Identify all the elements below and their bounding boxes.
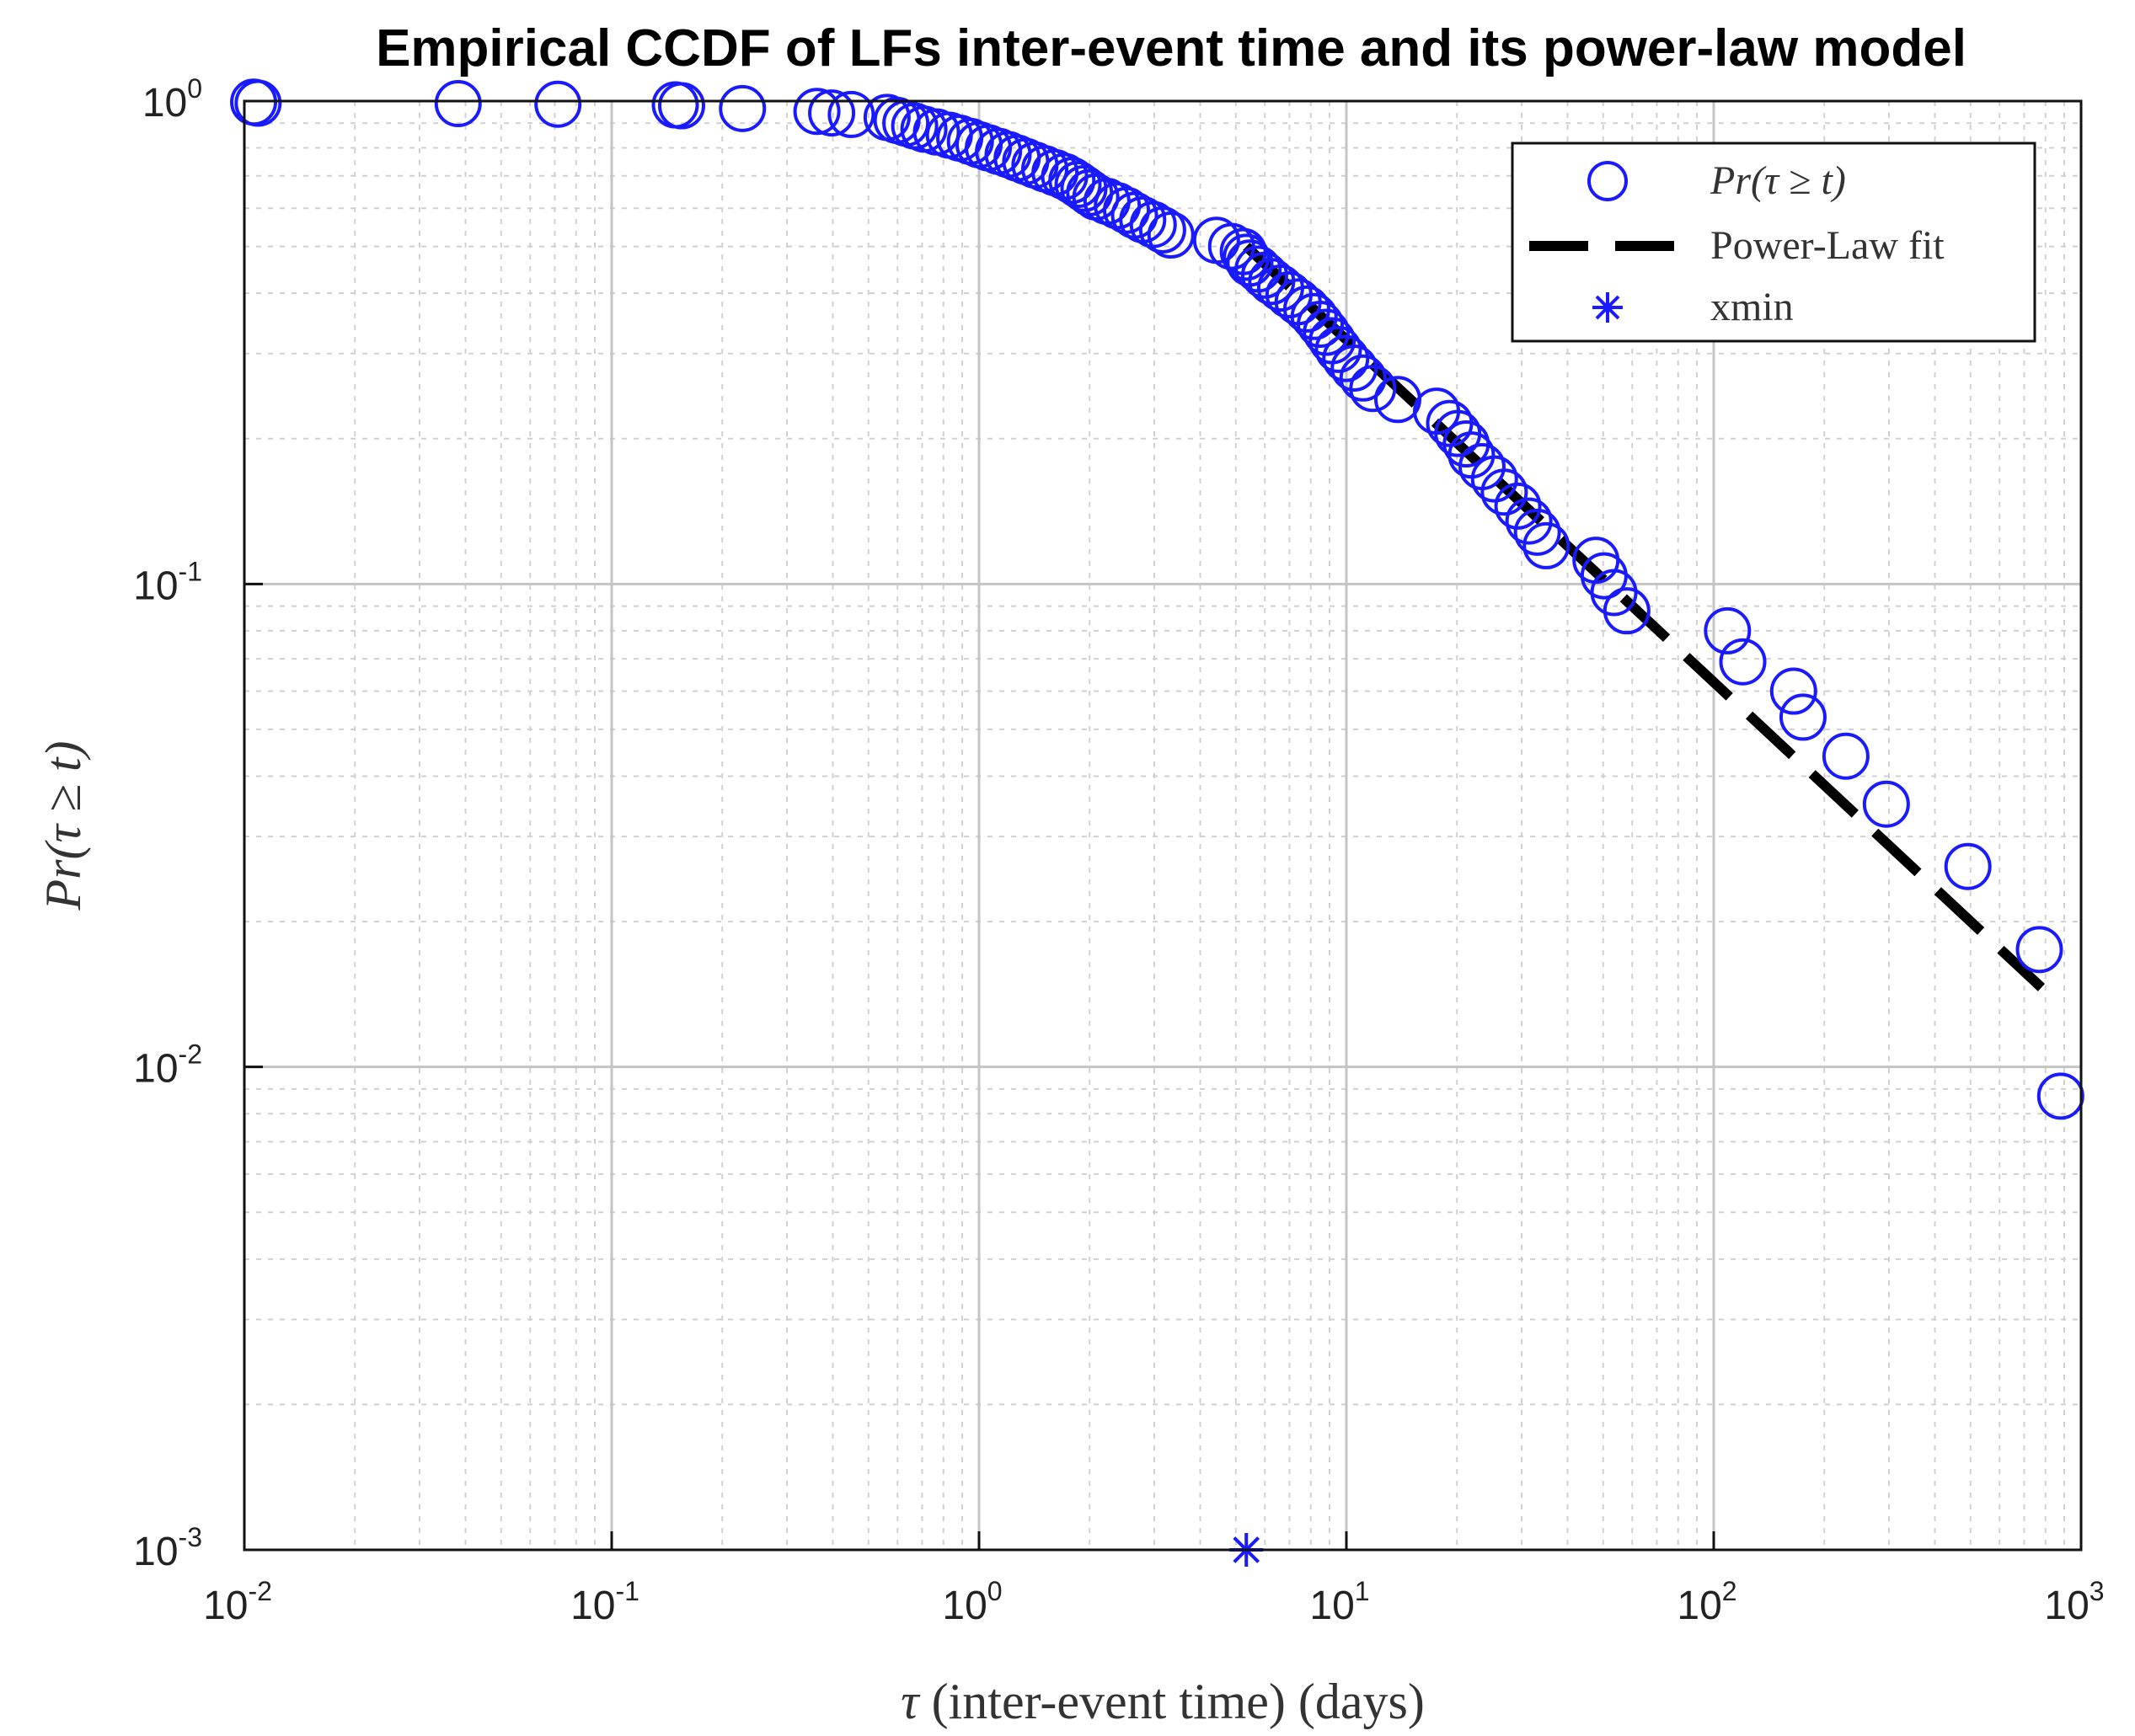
ccdf-point	[1138, 206, 1186, 254]
ccdf-point	[657, 82, 705, 130]
ccdf-point	[1339, 354, 1387, 402]
x-tick-label: 10-2	[203, 1576, 272, 1628]
ccdf-point	[1290, 292, 1338, 340]
ccdf-point	[1822, 732, 1870, 780]
y-tick-label: 100	[142, 73, 202, 126]
ccdf-point	[808, 89, 856, 137]
ccdf-point	[827, 90, 875, 138]
ccdf-point	[1314, 325, 1362, 373]
x-tick-label: 10-1	[570, 1576, 639, 1628]
data-marks	[230, 78, 2084, 1567]
ccdf-point	[434, 80, 482, 128]
legend-label-xmin: xmin	[1710, 285, 1794, 329]
ccdf-point	[1779, 693, 1827, 741]
ccdf-point	[2015, 926, 2063, 974]
ccdf-point	[234, 79, 282, 127]
minor-grid	[244, 101, 2081, 1550]
legend-circle-marker	[1587, 161, 1628, 201]
ccdf-point	[1862, 780, 1910, 828]
y-tick-label: 10-3	[133, 1522, 202, 1574]
x-axis-ticks: 10-2 10-1 100 101 102 103	[203, 1531, 2105, 1628]
ccdf-point	[1505, 497, 1553, 545]
x-tick-label: 102	[1677, 1576, 1736, 1628]
y-axis-label: Pr(τ ≥ t)	[35, 740, 91, 911]
x-axis-label: τ (inter-event time) (days)	[901, 1674, 1425, 1729]
plot-frame	[243, 99, 2083, 1552]
x-tick-label: 101	[1309, 1576, 1369, 1628]
ccdf-point	[1349, 365, 1397, 413]
x-axis-label-text: (inter-event time) (days)	[919, 1674, 1425, 1729]
ccdf-point	[1147, 211, 1195, 259]
ccdf-point	[1470, 455, 1518, 503]
power-law-fit-line	[1243, 243, 2046, 991]
ccdf-point	[1297, 300, 1345, 348]
ccdf-point	[534, 80, 582, 128]
ccdf-point	[1603, 587, 1651, 635]
ccdf-point	[1944, 842, 1992, 890]
ccdf-point	[1494, 482, 1542, 530]
ccdf-point	[793, 88, 841, 136]
ccdf-point	[719, 84, 767, 132]
ccdf-point	[1704, 606, 1752, 654]
y-tick-label: 10-1	[133, 556, 202, 608]
ccdf-point	[1048, 157, 1096, 205]
ccdf-point	[1054, 160, 1102, 208]
y-axis-ticks: 10-3 10-2 10-1 100	[133, 73, 263, 1574]
x-tick-label: 100	[942, 1576, 1002, 1628]
plot-area	[244, 101, 2081, 1550]
ccdf-point	[1240, 251, 1288, 299]
ccdf-point	[1322, 334, 1370, 382]
x-tick-label: 103	[2044, 1576, 2104, 1628]
legend-label-fit: Power-Law fit	[1710, 223, 1945, 268]
chart-title: Empirical CCDF of LFs inter-event time a…	[376, 19, 1966, 77]
ccdf-point	[1513, 508, 1561, 556]
ccdf-point	[2036, 1072, 2084, 1120]
legend-asterisk-marker	[1592, 292, 1623, 323]
ccdf-point	[1719, 638, 1767, 686]
ccdf-point	[1522, 521, 1570, 569]
ccdf-point	[1769, 667, 1817, 715]
legend: Pr(τ ≥ t) Power-Law fit xmin	[1511, 142, 2036, 343]
x-axis-label-symbol: τ	[901, 1674, 921, 1729]
legend-label-ccdf: Pr(τ ≥ t)	[1710, 158, 1846, 203]
ccdf-point	[1303, 308, 1351, 356]
ccdf-point	[1223, 233, 1271, 281]
y-tick-label: 10-2	[133, 1039, 202, 1092]
ccdf-point	[1480, 468, 1528, 516]
